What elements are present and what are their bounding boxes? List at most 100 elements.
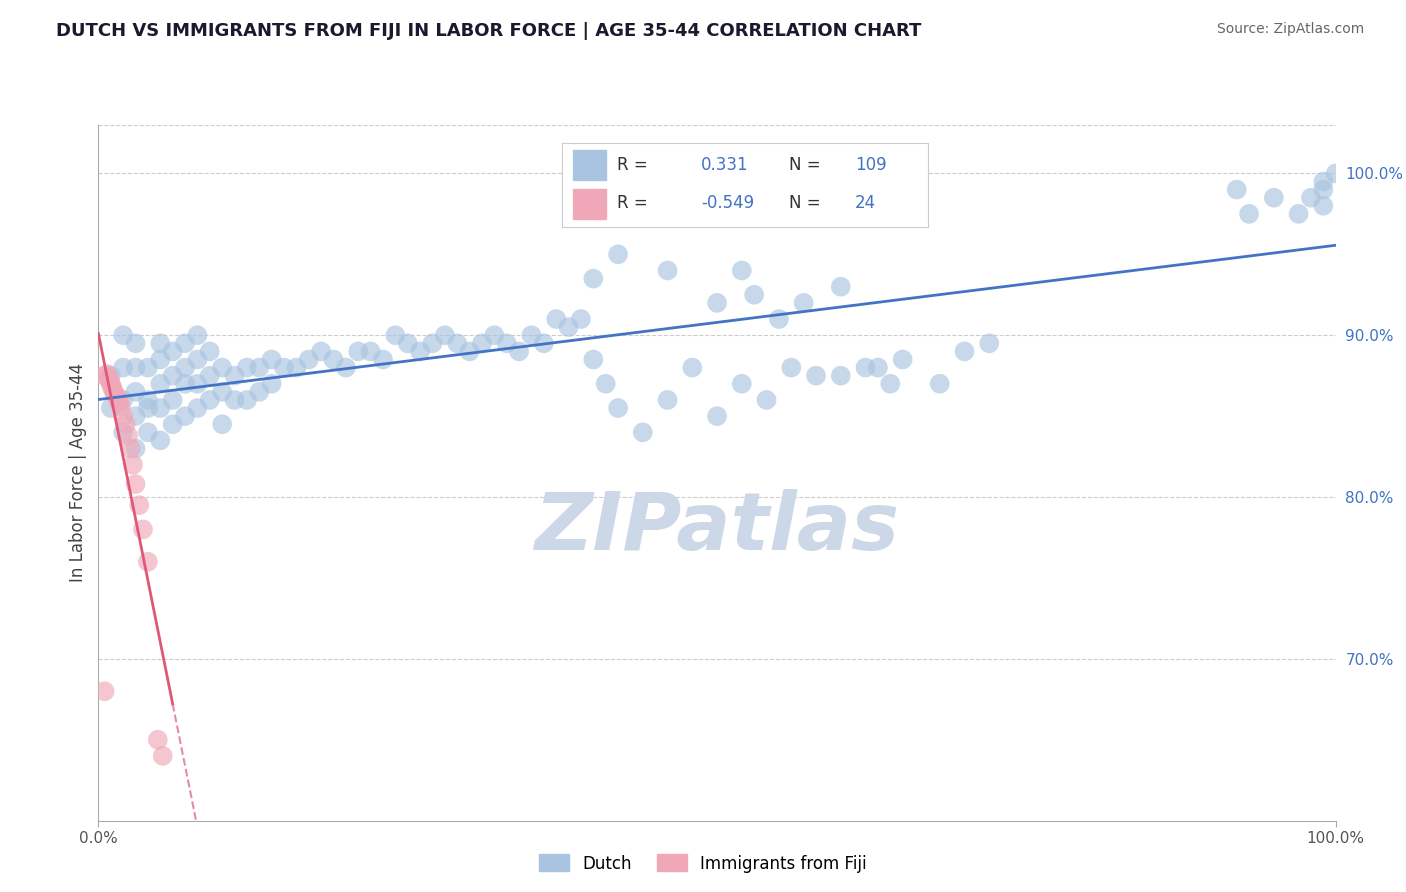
Point <box>136 360 159 375</box>
Point <box>162 392 184 407</box>
Point <box>1312 183 1334 197</box>
Point <box>96 367 118 381</box>
Point <box>224 368 246 383</box>
Point <box>1312 199 1334 213</box>
Text: 109: 109 <box>855 156 886 174</box>
Point <box>128 498 150 512</box>
Point <box>162 368 184 383</box>
Point <box>211 360 233 375</box>
Point <box>309 344 332 359</box>
Point <box>112 409 135 424</box>
Point <box>186 376 208 391</box>
Point <box>495 336 517 351</box>
Point <box>174 336 197 351</box>
Point <box>136 425 159 440</box>
Point <box>1312 174 1334 188</box>
Text: -0.549: -0.549 <box>702 194 755 212</box>
Point <box>124 384 146 399</box>
Point <box>100 368 122 383</box>
Point <box>569 312 592 326</box>
Point <box>768 312 790 326</box>
Point <box>260 352 283 367</box>
Point <box>186 328 208 343</box>
Point <box>112 328 135 343</box>
Point <box>108 396 131 410</box>
Point <box>198 392 221 407</box>
Point <box>830 368 852 383</box>
Point <box>508 344 530 359</box>
Point <box>112 425 135 440</box>
Point <box>706 409 728 424</box>
Point <box>1263 191 1285 205</box>
Point <box>93 684 115 698</box>
Text: N =: N = <box>789 194 821 212</box>
Point <box>146 732 169 747</box>
Bar <box>574 151 606 180</box>
Point <box>149 434 172 448</box>
Point <box>132 522 155 536</box>
Text: R =: R = <box>617 156 648 174</box>
Point <box>100 376 122 391</box>
Point <box>471 336 494 351</box>
Point <box>446 336 468 351</box>
Point <box>174 376 197 391</box>
Point <box>546 312 568 326</box>
Point <box>98 374 121 388</box>
Point <box>979 336 1001 351</box>
Point <box>953 344 976 359</box>
Point <box>484 328 506 343</box>
Point <box>285 360 308 375</box>
Point <box>273 360 295 375</box>
Point <box>103 383 125 397</box>
Point <box>866 360 889 375</box>
Point <box>103 386 125 401</box>
Point <box>360 344 382 359</box>
Point <box>607 247 630 261</box>
Point <box>631 425 654 440</box>
Point <box>136 401 159 415</box>
Point <box>107 392 129 407</box>
Point <box>1288 207 1310 221</box>
Point <box>211 417 233 432</box>
Point <box>136 392 159 407</box>
Legend: Dutch, Immigrants from Fiji: Dutch, Immigrants from Fiji <box>533 847 873 880</box>
Point <box>100 401 122 415</box>
Point <box>371 352 394 367</box>
Point <box>186 401 208 415</box>
Point <box>681 360 703 375</box>
Point <box>112 360 135 375</box>
Point <box>211 384 233 399</box>
Point <box>804 368 827 383</box>
Point <box>149 401 172 415</box>
Point <box>582 352 605 367</box>
Point <box>136 555 159 569</box>
Point <box>731 263 754 277</box>
Text: 24: 24 <box>855 194 876 212</box>
Point <box>433 328 456 343</box>
Point <box>174 409 197 424</box>
Point <box>124 442 146 456</box>
Point <box>520 328 543 343</box>
Point <box>607 401 630 415</box>
Point <box>124 360 146 375</box>
Point <box>124 409 146 424</box>
Point <box>322 352 344 367</box>
Point <box>124 477 146 491</box>
Point <box>93 368 115 383</box>
Point <box>335 360 357 375</box>
Point <box>793 296 815 310</box>
Text: ZIPatlas: ZIPatlas <box>534 490 900 567</box>
Point <box>174 360 197 375</box>
Point <box>198 368 221 383</box>
Point <box>855 360 877 375</box>
Point <box>595 376 617 391</box>
Point <box>533 336 555 351</box>
Text: 0.331: 0.331 <box>702 156 749 174</box>
Point <box>149 352 172 367</box>
Point <box>742 287 765 301</box>
Point <box>384 328 406 343</box>
Point <box>780 360 803 375</box>
Point <box>830 279 852 293</box>
Point <box>149 376 172 391</box>
Y-axis label: In Labor Force | Age 35-44: In Labor Force | Age 35-44 <box>69 363 87 582</box>
